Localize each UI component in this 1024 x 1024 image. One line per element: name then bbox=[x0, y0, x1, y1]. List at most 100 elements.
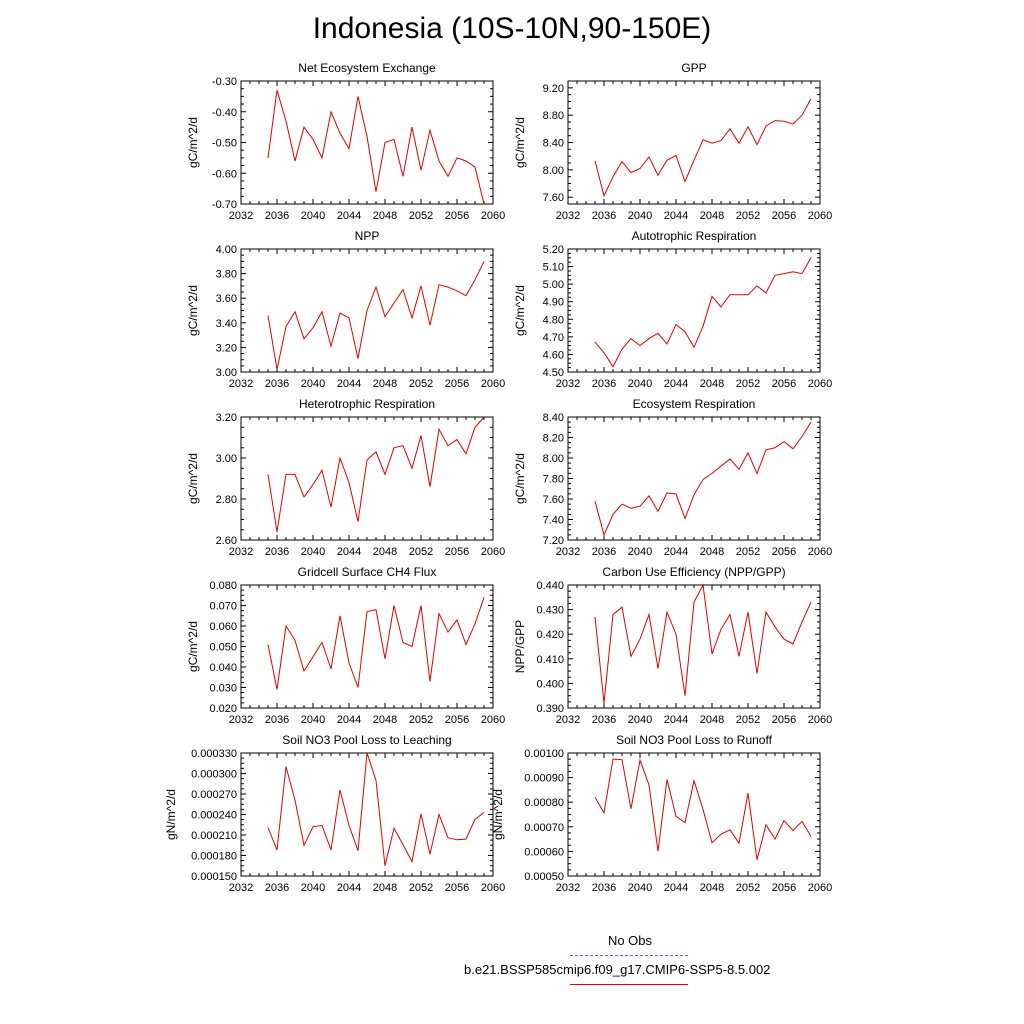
plot-frame bbox=[567, 752, 821, 877]
panel-title: Autotrophic Respiration bbox=[632, 229, 757, 243]
y-tick-label: 0.410 bbox=[536, 654, 564, 666]
panel-title: GPP bbox=[681, 61, 706, 75]
x-tick-label: 2036 bbox=[592, 714, 616, 726]
x-tick-label: 2056 bbox=[445, 714, 469, 726]
x-tick-label: 2044 bbox=[337, 546, 361, 558]
x-tick-label: 2060 bbox=[481, 714, 505, 726]
x-tick-label: 2060 bbox=[808, 210, 832, 222]
y-tick-label: 0.030 bbox=[209, 683, 237, 695]
y-tick-label: 0.020 bbox=[209, 703, 237, 715]
y-tick-label: 3.40 bbox=[216, 318, 237, 330]
x-tick-label: 2036 bbox=[592, 882, 616, 894]
x-tick-label: 2060 bbox=[808, 714, 832, 726]
y-tick-label: 5.20 bbox=[543, 244, 564, 256]
panel-title: Carbon Use Efficiency (NPP/GPP) bbox=[602, 565, 785, 579]
page-title: Indonesia (10S-10N,90-150E) bbox=[312, 12, 712, 45]
x-tick-label: 2060 bbox=[481, 378, 505, 390]
panel-title: Gridcell Surface CH4 Flux bbox=[298, 565, 437, 579]
x-tick-label: 2052 bbox=[409, 210, 433, 222]
x-tick-label: 2036 bbox=[592, 210, 616, 222]
chart-panel-10: Soil NO3 Pool Loss to Runoff 2032 2036 2040… bbox=[491, 733, 832, 894]
y-tick-label: 8.20 bbox=[543, 433, 564, 445]
series-line bbox=[594, 758, 812, 860]
y-axis-label: gC/m^2/d bbox=[513, 285, 527, 336]
x-tick-label: 2040 bbox=[301, 714, 325, 726]
x-tick-label: 2044 bbox=[337, 882, 361, 894]
x-tick-label: 2040 bbox=[301, 378, 325, 390]
y-tick-label: -0.70 bbox=[212, 199, 237, 211]
plot-frame bbox=[240, 584, 494, 709]
plot-frame bbox=[240, 80, 494, 205]
x-tick-label: 2052 bbox=[409, 882, 433, 894]
x-tick-label: 2040 bbox=[301, 210, 325, 222]
x-tick-label: 2048 bbox=[373, 378, 397, 390]
x-tick-label: 2048 bbox=[373, 882, 397, 894]
y-tick-label: 2.80 bbox=[216, 494, 237, 506]
panel-title: Soil NO3 Pool Loss to Runoff bbox=[616, 733, 773, 747]
y-tick-label: 8.40 bbox=[543, 138, 564, 150]
y-tick-label: 0.430 bbox=[536, 605, 564, 617]
x-tick-label: 2056 bbox=[445, 378, 469, 390]
x-tick-label: 2032 bbox=[229, 378, 253, 390]
y-tick-label: 0.440 bbox=[536, 580, 564, 592]
y-tick-label: -0.30 bbox=[212, 76, 237, 88]
panel-title: Soil NO3 Pool Loss to Leaching bbox=[282, 733, 451, 747]
x-tick-label: 2036 bbox=[592, 546, 616, 558]
y-axis-label: NPP/GPP bbox=[513, 620, 527, 673]
x-tick-label: 2052 bbox=[736, 714, 760, 726]
y-axis-label: gC/m^2/d bbox=[513, 453, 527, 504]
y-tick-label: 0.00100 bbox=[524, 748, 564, 760]
chart-panel-3: NPP 2032 2036 2040 2044 2048 2052 2056 2060 3.00 3… bbox=[186, 229, 505, 390]
y-tick-label: 7.60 bbox=[543, 192, 564, 204]
series-line bbox=[594, 98, 812, 198]
y-tick-label: 0.040 bbox=[209, 662, 237, 674]
x-tick-label: 2048 bbox=[700, 882, 724, 894]
y-tick-label: -0.50 bbox=[212, 138, 237, 150]
y-tick-label: -0.40 bbox=[212, 107, 237, 119]
y-tick-label: 8.00 bbox=[543, 165, 564, 177]
y-tick-label: 7.60 bbox=[543, 494, 564, 506]
x-tick-label: 2032 bbox=[556, 378, 580, 390]
series-line bbox=[267, 597, 485, 690]
y-tick-label: 4.00 bbox=[216, 244, 237, 256]
panel-title: Ecosystem Respiration bbox=[633, 397, 756, 411]
x-tick-label: 2036 bbox=[265, 882, 289, 894]
y-axis-label: gC/m^2/d bbox=[513, 117, 527, 168]
y-tick-label: -0.60 bbox=[212, 168, 237, 180]
x-tick-label: 2036 bbox=[265, 546, 289, 558]
series-line bbox=[594, 583, 812, 704]
series-line bbox=[267, 261, 485, 370]
y-tick-label: 0.000150 bbox=[191, 871, 237, 883]
chart-panel-9: Soil NO3 Pool Loss to Leaching 2032 2036 20… bbox=[164, 733, 505, 894]
y-tick-label: 0.070 bbox=[209, 601, 237, 613]
chart-panel-4: Autotrophic Respiration 2032 2036 2040 2044 2… bbox=[513, 229, 832, 390]
x-tick-label: 2048 bbox=[700, 378, 724, 390]
y-axis-label: gC/m^2/d bbox=[186, 453, 200, 504]
y-tick-label: 0.00070 bbox=[524, 822, 564, 834]
y-tick-label: 4.50 bbox=[543, 367, 564, 379]
x-tick-label: 2044 bbox=[664, 714, 688, 726]
y-tick-label: 3.80 bbox=[216, 269, 237, 281]
x-tick-label: 2052 bbox=[409, 546, 433, 558]
y-tick-label: 4.70 bbox=[543, 332, 564, 344]
x-tick-label: 2040 bbox=[628, 714, 652, 726]
x-tick-label: 2060 bbox=[808, 546, 832, 558]
x-tick-label: 2056 bbox=[445, 210, 469, 222]
series-line bbox=[267, 752, 485, 866]
y-tick-label: 3.60 bbox=[216, 293, 237, 305]
y-axis-label: gN/m^2/d bbox=[491, 789, 505, 840]
plot-frame bbox=[567, 248, 821, 373]
y-tick-label: 0.000180 bbox=[191, 851, 237, 863]
y-tick-label: 0.000270 bbox=[191, 789, 237, 801]
chart-panel-5: Heterotrophic Respiration 2032 2036 2040 204… bbox=[186, 397, 505, 558]
y-tick-label: 0.000210 bbox=[191, 830, 237, 842]
x-tick-label: 2056 bbox=[445, 882, 469, 894]
x-tick-label: 2052 bbox=[736, 378, 760, 390]
x-tick-label: 2036 bbox=[592, 378, 616, 390]
x-tick-label: 2040 bbox=[628, 210, 652, 222]
chart-panel-6: Ecosystem Respiration 2032 2036 2040 2044 204… bbox=[513, 397, 832, 558]
x-tick-label: 2044 bbox=[337, 378, 361, 390]
y-tick-label: 8.00 bbox=[543, 453, 564, 465]
x-tick-label: 2060 bbox=[481, 546, 505, 558]
y-tick-label: 0.000330 bbox=[191, 748, 237, 760]
